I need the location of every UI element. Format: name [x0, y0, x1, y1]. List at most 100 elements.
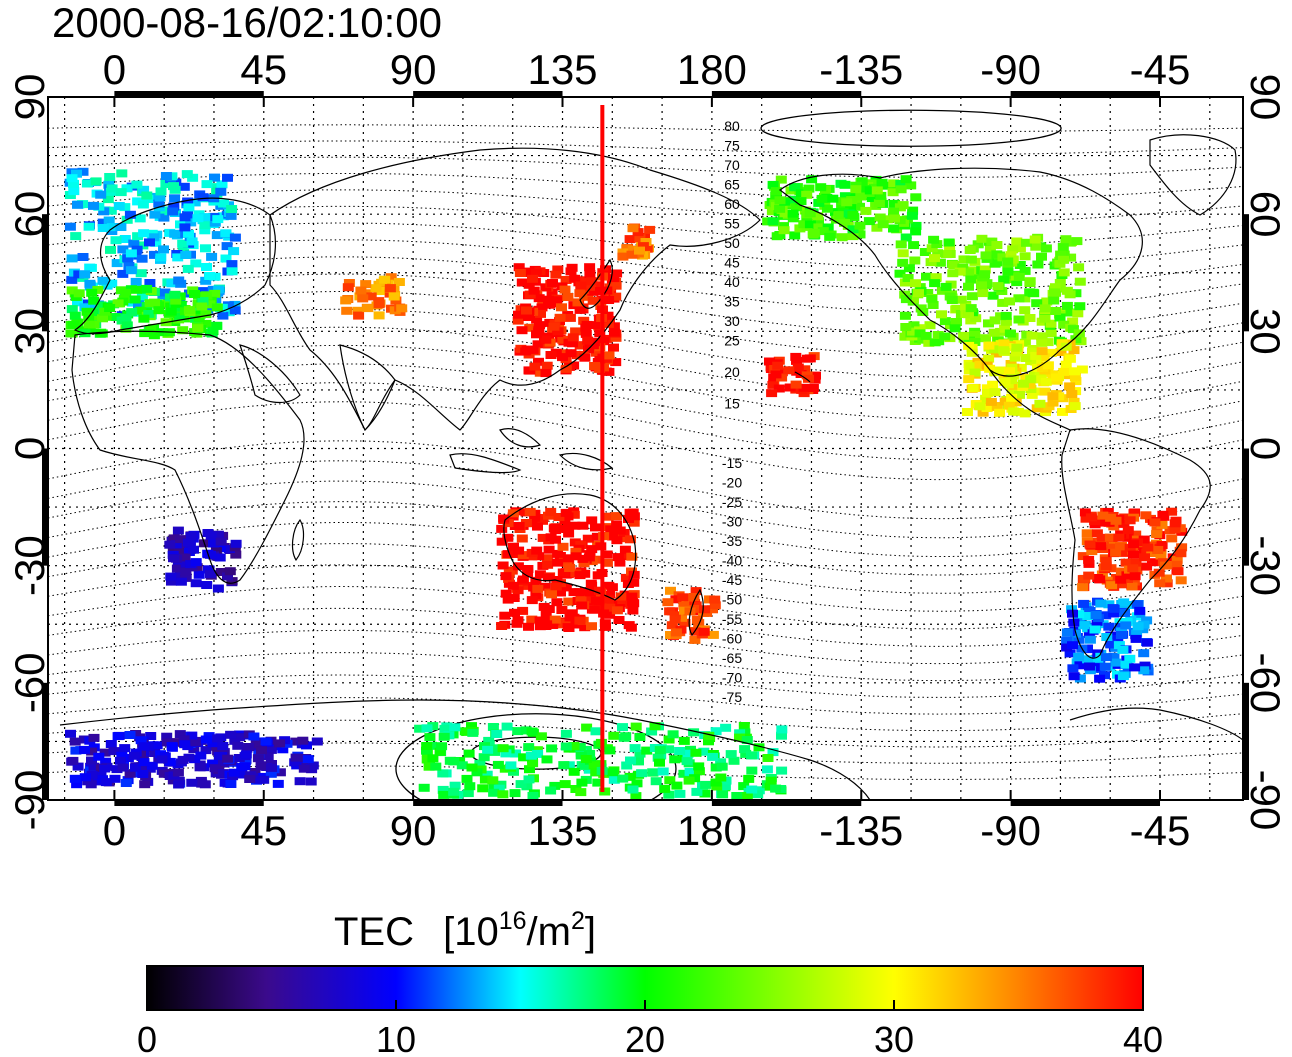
- tec-cell: [65, 729, 76, 738]
- tec-cell: [568, 510, 580, 519]
- tec-cell: [183, 229, 194, 238]
- tec-cell: [66, 275, 78, 284]
- lat-lon-grid: [48, 97, 1243, 800]
- tec-cell: [274, 768, 286, 777]
- tec-cell: [88, 762, 100, 771]
- tec-cell: [630, 792, 642, 800]
- tec-cell: [575, 595, 587, 604]
- tec-cell: [691, 787, 703, 796]
- tec-cell: [1094, 575, 1106, 584]
- tec-cell: [1042, 338, 1054, 347]
- tec-cell: [388, 292, 400, 301]
- tec-cell: [649, 722, 661, 731]
- tec-cell: [66, 329, 78, 338]
- tec-cell: [871, 186, 883, 195]
- tec-cell: [373, 300, 385, 309]
- tec-cell: [1140, 511, 1152, 520]
- tec-cell: [508, 542, 519, 551]
- tec-cell: [71, 169, 82, 178]
- tec-cell: [894, 269, 906, 278]
- tec-cell: [778, 226, 790, 235]
- tec-cell: [215, 187, 227, 196]
- tec-cell: [143, 309, 155, 318]
- tec-cell: [111, 259, 123, 268]
- tec-cell: [197, 297, 209, 306]
- tec-cell: [121, 184, 133, 193]
- tec-cell: [841, 198, 853, 207]
- tec-cell: [149, 210, 161, 219]
- tec-cell: [965, 362, 977, 371]
- tec-cell: [86, 288, 98, 297]
- tec-cell: [1037, 363, 1048, 372]
- tec-cell: [185, 532, 197, 541]
- tec-cell: [807, 384, 819, 392]
- tec-cell: [981, 384, 993, 393]
- tec-cell: [578, 559, 590, 568]
- tec-cell: [149, 250, 160, 259]
- contour-label: -20: [722, 475, 742, 491]
- tec-cell: [119, 235, 131, 243]
- tec-cell: [213, 752, 225, 760]
- tec-cell: [610, 358, 622, 367]
- tec-cell: [728, 756, 740, 765]
- tec-cell: [910, 221, 922, 230]
- tec-cell: [542, 560, 554, 569]
- tec-cell: [84, 263, 96, 272]
- tec-cell: [553, 524, 565, 533]
- tec-cell: [790, 352, 802, 361]
- tec-cell: [1024, 277, 1036, 286]
- lon-tick-label: 180: [677, 807, 747, 854]
- tec-cell: [174, 548, 186, 557]
- tec-cell: [610, 292, 622, 301]
- tec-cell: [770, 191, 782, 200]
- lon-tick-label: 180: [677, 46, 747, 93]
- tec-cell: [698, 627, 710, 636]
- tec-cell: [678, 601, 690, 610]
- tec-cell: [530, 591, 542, 600]
- tec-cell: [556, 303, 567, 312]
- tec-cell: [274, 739, 286, 748]
- tec-cell: [999, 324, 1011, 333]
- tec-cell: [634, 733, 646, 741]
- tec-cell: [179, 740, 191, 749]
- tec-cell: [1027, 347, 1038, 356]
- tec-cell: [1128, 509, 1140, 518]
- tec-cell: [546, 744, 558, 753]
- tec-cell: [963, 375, 975, 384]
- tec-cell: [1036, 338, 1048, 347]
- tec-cell: [72, 762, 84, 771]
- tec-cell: [534, 368, 546, 377]
- tec-cell: [1061, 628, 1073, 637]
- tec-cell: [1058, 268, 1070, 277]
- tec-cell: [804, 209, 816, 218]
- tec-cell: [438, 732, 450, 741]
- tec-cell: [1128, 577, 1140, 586]
- tec-cell: [222, 572, 233, 581]
- tec-cell: [85, 780, 97, 789]
- tec-cell: [130, 277, 142, 286]
- tec-cell: [804, 220, 816, 229]
- tec-cell: [509, 608, 520, 617]
- bottom-longitude-ticks: 0 45 90 135 180 -135 -90 -45: [103, 790, 1190, 854]
- tec-cell: [611, 536, 623, 545]
- tec-cell: [559, 285, 571, 294]
- contour-label: 55: [724, 216, 740, 232]
- tec-cell: [767, 217, 779, 226]
- tec-cell: [258, 775, 270, 784]
- tec-cell: [564, 313, 576, 322]
- tec-cell: [907, 206, 919, 215]
- tec-cell: [576, 778, 588, 787]
- tec-cell: [894, 216, 906, 225]
- tec-cell: [221, 242, 233, 251]
- tec-cell: [617, 252, 629, 261]
- tec-cell: [1054, 313, 1066, 322]
- contour-label: 70: [724, 157, 740, 173]
- tec-cell: [535, 732, 547, 741]
- tec-cell: [160, 172, 172, 180]
- tec-cell: [584, 263, 596, 272]
- tec-cell: [438, 790, 450, 799]
- tec-cell: [989, 388, 1001, 397]
- tec-cell: [923, 338, 935, 347]
- tec-cell: [863, 217, 875, 226]
- tec-cell: [523, 743, 535, 752]
